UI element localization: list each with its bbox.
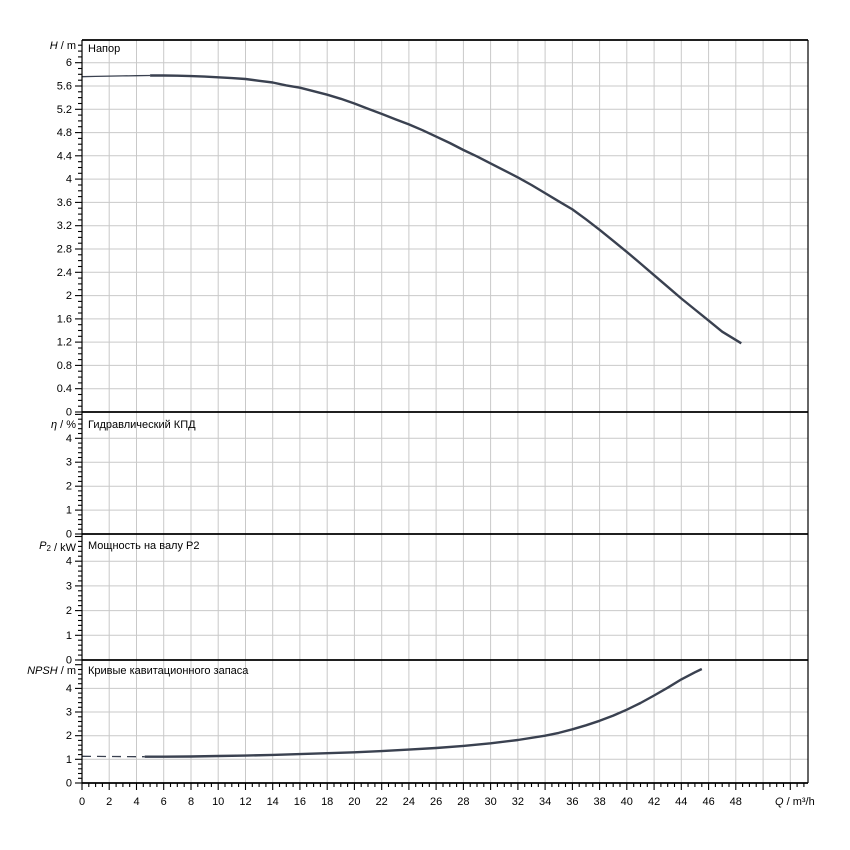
- head-curve: [150, 74, 742, 345]
- y-tick-label: 1: [66, 754, 72, 766]
- head-panel-title: Напор: [88, 43, 120, 55]
- x-tick-label: 8: [188, 796, 194, 808]
- y-tick-label: 4: [66, 683, 72, 695]
- head-curve-min-flow: [81, 74, 151, 78]
- x-tick-label: 36: [566, 796, 578, 808]
- y-tick-label: 2: [66, 730, 72, 742]
- x-tick-label: 16: [294, 796, 306, 808]
- power-y-axis: 4 3 2 1 0 P2 / kW: [39, 535, 82, 667]
- x-tick-label: 24: [403, 796, 415, 808]
- x-tick-label: 38: [593, 796, 605, 808]
- y-tick-label: 4: [66, 433, 72, 445]
- y-tick-label: 5.2: [57, 104, 72, 116]
- x-tick-label: 22: [376, 796, 388, 808]
- y-tick-label: 0: [66, 529, 72, 541]
- y-tick-label: 0: [66, 407, 72, 419]
- head-y-axis: 6 5.6 5.2 4.8 4.4 4 3.6 3.2 2.8 2.4 2 1.6 1.2 0.8 0.4 0…: [50, 40, 82, 419]
- y-tick-label: 4: [66, 174, 72, 186]
- npsh-curve: [144, 667, 703, 758]
- y-tick-label: 4: [66, 556, 72, 568]
- head-axis-label: H / m: [50, 40, 76, 52]
- y-tick-label: 3: [66, 457, 72, 469]
- x-tick-label: 34: [539, 796, 551, 808]
- y-tick-label: 0: [66, 778, 72, 790]
- x-tick-label: 14: [267, 796, 279, 808]
- x-axis-label: Q / m³/h: [775, 796, 815, 808]
- y-tick-label: 2: [66, 605, 72, 617]
- x-tick-label: 2: [106, 796, 112, 808]
- power-axis-label: P2 / kW: [39, 540, 76, 554]
- x-tick-label: 48: [730, 796, 742, 808]
- y-tick-label: 3.6: [57, 197, 72, 209]
- efficiency-axis-label: η / %: [51, 419, 76, 431]
- y-tick-label: 6: [66, 57, 72, 69]
- y-tick-label: 2: [66, 481, 72, 493]
- efficiency-panel-title: Гидравлический КПД: [88, 419, 196, 431]
- y-tick-label: 2: [66, 290, 72, 302]
- y-tick-label: 4.8: [57, 127, 72, 139]
- x-tick-label: 18: [321, 796, 333, 808]
- npsh-y-axis: 4 3 2 1 0 NPSH / m: [27, 659, 82, 790]
- y-tick-label: 2.8: [57, 244, 72, 256]
- y-tick-label: 1.2: [57, 337, 72, 349]
- y-tick-label: 1: [66, 505, 72, 517]
- x-tick-label: 10: [212, 796, 224, 808]
- x-tick-label: 26: [430, 796, 442, 808]
- y-tick-label: 3: [66, 707, 72, 719]
- x-tick-label: 20: [348, 796, 360, 808]
- npsh-axis-label: NPSH / m: [27, 665, 76, 677]
- x-axis: 0 2 4 6 8 10 12 14 16 18 20 22 24 26 28 30 32 34 36 38 40 42 4…: [79, 783, 815, 808]
- x-tick-label: 32: [512, 796, 524, 808]
- power-panel-title: Мощность на валу P2: [88, 540, 200, 552]
- x-tick-label: 6: [161, 796, 167, 808]
- curves: [81, 74, 742, 758]
- x-tick-label: 30: [484, 796, 496, 808]
- y-tick-label: 0.4: [57, 383, 72, 395]
- x-tick-label: 46: [702, 796, 714, 808]
- y-tick-label: 0.8: [57, 360, 72, 372]
- efficiency-y-axis: 4 3 2 1 0 η / %: [51, 413, 82, 541]
- x-tick-label: 28: [457, 796, 469, 808]
- y-tick-label: 5.6: [57, 81, 72, 93]
- y-tick-label: 3: [66, 580, 72, 592]
- x-tick-label: 44: [675, 796, 687, 808]
- x-tick-label: 42: [648, 796, 660, 808]
- y-tick-label: 4.4: [57, 150, 72, 162]
- npsh-panel-title: Кривые кавитационного запаса: [88, 665, 249, 677]
- x-tick-label: 40: [621, 796, 633, 808]
- x-tick-label: 12: [239, 796, 251, 808]
- y-tick-label: 0: [66, 655, 72, 667]
- y-tick-label: 1.6: [57, 313, 72, 325]
- x-tick-label: 0: [79, 796, 85, 808]
- y-tick-label: 3.2: [57, 220, 72, 232]
- y-tick-label: 2.4: [57, 267, 72, 279]
- x-tick-label: 4: [133, 796, 139, 808]
- y-tick-label: 1: [66, 630, 72, 642]
